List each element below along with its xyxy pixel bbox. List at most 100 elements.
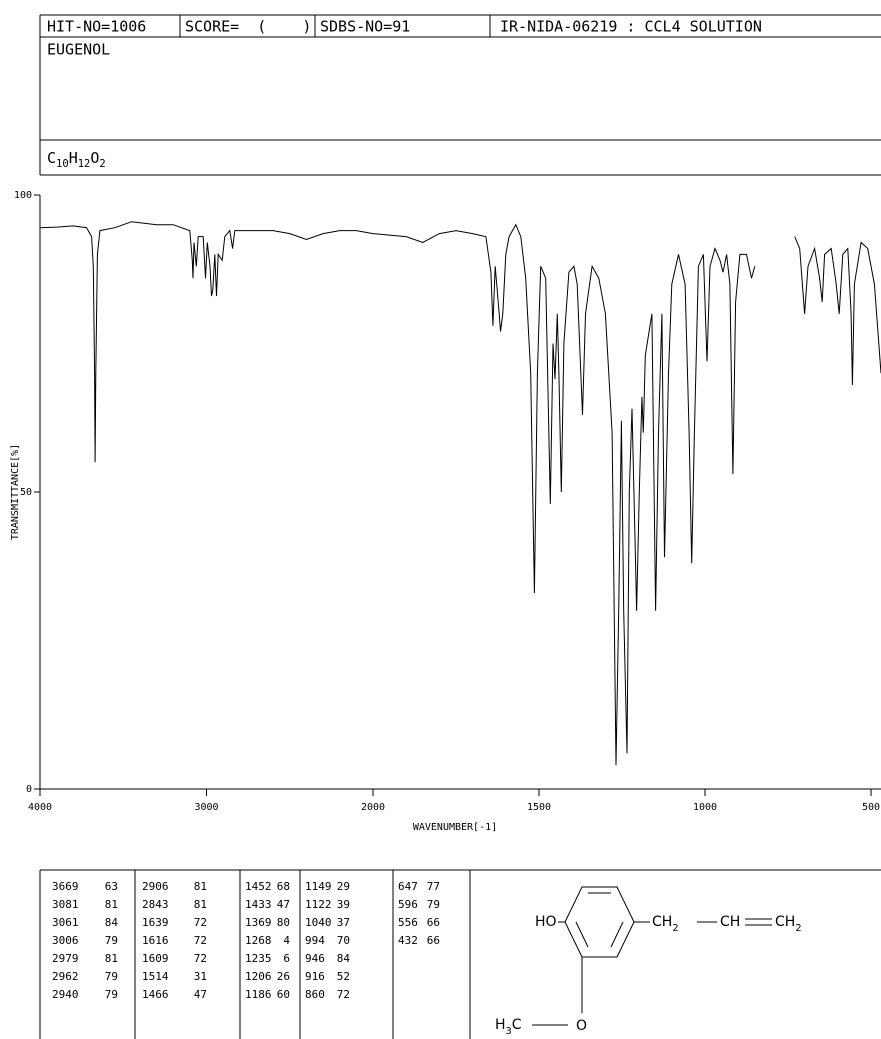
x-tick-label: 1500: [527, 802, 551, 813]
x-tick-label: 3000: [194, 802, 218, 813]
peak-transmittance: 72: [194, 952, 207, 965]
subscript: 2: [672, 923, 678, 934]
subscript: 3: [506, 1026, 512, 1037]
peak-transmittance: 52: [337, 970, 350, 983]
peak-wavenumber: 1040: [305, 916, 332, 929]
subscript: 12: [78, 158, 91, 170]
peak-transmittance: 81: [194, 880, 207, 893]
peak-transmittance: 81: [194, 898, 207, 911]
peak-transmittance: 26: [277, 970, 290, 983]
peak-transmittance: 47: [277, 898, 290, 911]
structure-label: CH2: [775, 914, 802, 934]
peak-wavenumber: 1514: [142, 970, 169, 983]
peak-wavenumber: 1433: [245, 898, 272, 911]
header: HIT-NO=1006 SCORE= ( ) SDBS-NO=91 IR-NID…: [39, 14, 881, 176]
peak-transmittance: 60: [277, 988, 290, 1001]
y-tick-label: 100: [14, 190, 32, 201]
peak-wavenumber: 1186: [245, 988, 272, 1001]
peak-transmittance: 66: [427, 934, 440, 947]
structure: [532, 886, 772, 1026]
peak-transmittance: 68: [277, 880, 290, 893]
peak-transmittance: 84: [105, 916, 119, 929]
peak-wavenumber: 860: [305, 988, 325, 1001]
peak-transmittance: 79: [105, 988, 118, 1001]
peak-wavenumber: 916: [305, 970, 325, 983]
peak-wavenumber: 2940: [52, 988, 79, 1001]
peak-wavenumber: 1149: [305, 880, 332, 893]
peak-wavenumber: 3006: [52, 934, 79, 947]
y-tick-label: 50: [20, 487, 32, 498]
peak-transmittance: 77: [427, 880, 440, 893]
peak-table-frame: [39, 869, 881, 1039]
peak-transmittance: 29: [337, 880, 350, 893]
subscript: 2: [99, 158, 105, 170]
ring-double-bond: [610, 921, 624, 948]
peak-wavenumber: 2843: [142, 898, 169, 911]
text-part: CH: [652, 914, 672, 930]
peak-wavenumber: 2979: [52, 952, 79, 965]
peak-wavenumber: 1639: [142, 916, 169, 929]
x-tick-label: 4000: [28, 802, 52, 813]
text-part: H: [69, 149, 78, 167]
subscript: 2: [795, 923, 801, 934]
text-part: O: [576, 1018, 587, 1034]
peak-wavenumber: 556: [398, 916, 418, 929]
peak-transmittance: 79: [105, 970, 118, 983]
peak-wavenumber: 1452: [245, 880, 272, 893]
peak-transmittance: 37: [337, 916, 350, 929]
formula: C10H12O2: [47, 149, 106, 171]
peak-transmittance: 81: [105, 952, 118, 965]
peak-wavenumber: 3061: [52, 916, 79, 929]
peak-transmittance: 63: [105, 880, 118, 893]
structure-label: O: [576, 1018, 587, 1034]
x-tick-label: 500: [862, 802, 880, 813]
peak-wavenumber: 3081: [52, 898, 79, 911]
peak-transmittance: 6: [283, 952, 290, 965]
peak-transmittance: 72: [337, 988, 350, 1001]
peak-wavenumber: 2962: [52, 970, 79, 983]
peak-wavenumber: 647: [398, 880, 418, 893]
peak-transmittance: 4: [283, 934, 290, 947]
text-part: C: [512, 1017, 522, 1033]
x-tick-label: 1000: [693, 802, 717, 813]
peak-wavenumber: 994: [305, 934, 325, 947]
peak-wavenumber: 946: [305, 952, 325, 965]
structure-label: HO: [535, 914, 557, 930]
peak-transmittance: 72: [194, 916, 207, 929]
text-part: CH: [775, 914, 795, 930]
peak-transmittance: 72: [194, 934, 207, 947]
peak-transmittance: 39: [337, 898, 350, 911]
x-axis-label: WAVENUMBER[-1]: [413, 822, 497, 833]
peak-transmittance: 66: [427, 916, 440, 929]
structure-label: H3C: [495, 1017, 522, 1037]
text-part: H: [495, 1017, 506, 1033]
peak-wavenumber: 596: [398, 898, 418, 911]
peak-transmittance: 31: [194, 970, 207, 983]
score: SCORE= ( ): [185, 18, 311, 36]
peak-wavenumber: 432: [398, 934, 418, 947]
structure-label: CH: [720, 914, 740, 930]
text-part: O: [90, 149, 99, 167]
peak-transmittance: 79: [105, 934, 118, 947]
peak-wavenumber: 1609: [142, 952, 169, 965]
subscript: 10: [56, 158, 69, 170]
text-part: C: [47, 149, 56, 167]
peak-wavenumber: 1206: [245, 970, 272, 983]
peak-wavenumber: 2906: [142, 880, 169, 893]
peak-wavenumber: 1122: [305, 898, 332, 911]
y-axis-label: TRANSMITTANCE[%]: [10, 444, 21, 540]
spectrum-line: [39, 221, 881, 766]
sdbs-no: SDBS-NO=91: [320, 18, 410, 36]
peak-transmittance: 47: [194, 988, 207, 1001]
peak-wavenumber: 1369: [245, 916, 272, 929]
compound-name: EUGENOL: [47, 41, 110, 59]
ir-code: IR-NIDA-06219 : CCL4 SOLUTION: [500, 18, 762, 36]
peak-transmittance: 84: [337, 952, 351, 965]
structure-label: CH2: [652, 914, 679, 934]
text-part: CH: [720, 914, 740, 930]
text-part: HO: [535, 914, 557, 930]
peak-wavenumber: 1466: [142, 988, 169, 1001]
hit-no: HIT-NO=1006: [47, 18, 146, 36]
